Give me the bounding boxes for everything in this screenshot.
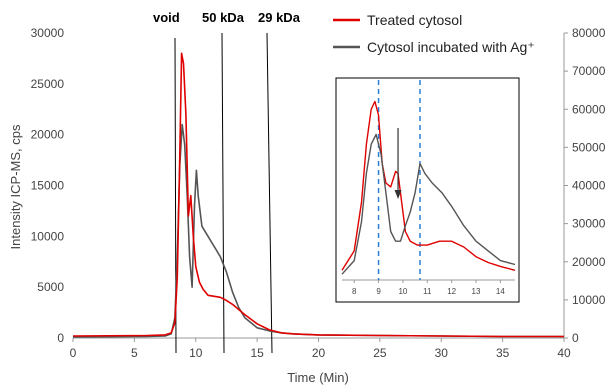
series-group	[72, 52, 564, 338]
inset-series-line-1	[341, 133, 516, 275]
x-tick-label: 0	[70, 346, 77, 360]
legend: Treated cytosol Cytosol incubated with A…	[333, 12, 535, 55]
inset-chart: 8 9 10 11 12 13 14	[335, 77, 520, 303]
x-tick-label: 30	[435, 346, 449, 360]
legend-label-treated: Treated cytosol	[367, 12, 462, 28]
series-line-0	[72, 52, 564, 338]
inset-arrow-head	[394, 190, 402, 199]
y-right-tick-label: 10000	[572, 293, 606, 307]
x-tick-label: 40	[557, 346, 571, 360]
y-right-tick-label: 30000	[572, 217, 606, 231]
inset-x-tick-label: 14	[496, 287, 505, 296]
inset-x-tick-label: 10	[398, 287, 407, 296]
inset-frame	[335, 77, 520, 303]
inset-x-tick-label: 11	[423, 287, 432, 296]
inset-series-line-0	[341, 100, 516, 271]
marker-line	[221, 32, 225, 354]
inset-x-tick-label: 8	[352, 287, 357, 296]
marker-label: 50 kDa	[202, 10, 245, 25]
inset-x-tick-label: 12	[447, 287, 456, 296]
x-axis-label: Time (Min)	[287, 370, 349, 385]
y-left-tick-label: 15000	[31, 179, 65, 193]
y-left-tick-label: 10000	[31, 229, 65, 243]
marker-label: 29 kDa	[258, 10, 301, 25]
inset-x-tick-label: 13	[472, 287, 481, 296]
y-right-tick-label: 0	[572, 331, 579, 345]
x-tick-label: 5	[131, 346, 138, 360]
y-right-tick-label: 80000	[572, 26, 606, 40]
axes: 0 5 10 15 20 25 30 35 40050001000015000200002500…	[31, 26, 606, 360]
x-tick-label: 25	[373, 346, 387, 360]
marker-label: void	[153, 10, 180, 25]
y-left-tick-label: 5000	[37, 280, 64, 294]
y-axis-label: Intensity ICP-MS, cps	[8, 124, 23, 249]
y-left-tick-label: 25000	[31, 77, 65, 91]
y-left-tick-label: 0	[57, 331, 64, 345]
y-right-tick-label: 60000	[572, 102, 606, 116]
y-right-tick-label: 20000	[572, 255, 606, 269]
y-left-tick-label: 30000	[31, 26, 65, 40]
inset-x-tick-label: 9	[376, 287, 381, 296]
y-left-tick-label: 20000	[31, 128, 65, 142]
legend-label-ag: Cytosol incubated with Ag⁺	[367, 39, 535, 55]
x-tick-label: 15	[250, 346, 264, 360]
y-right-tick-label: 50000	[572, 140, 606, 154]
x-tick-label: 10	[189, 346, 203, 360]
y-right-tick-label: 40000	[572, 179, 606, 193]
y-right-tick-label: 70000	[572, 64, 606, 78]
x-tick-label: 20	[312, 346, 326, 360]
x-tick-label: 35	[496, 346, 510, 360]
marker-line	[266, 32, 273, 354]
